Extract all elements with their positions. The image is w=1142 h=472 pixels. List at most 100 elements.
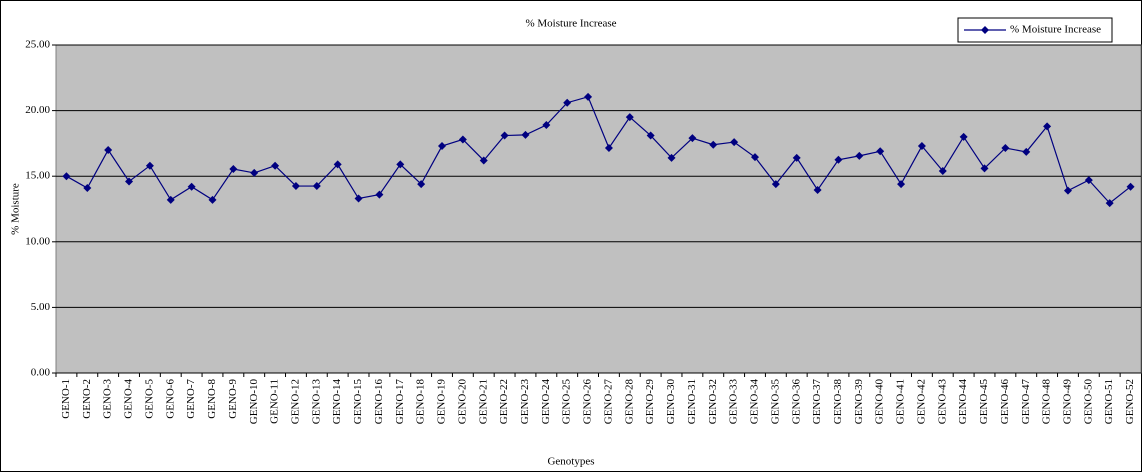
point-marker xyxy=(1022,147,1031,156)
x-tick-label: GENO-15 xyxy=(352,379,364,425)
point-marker xyxy=(938,166,947,175)
x-tick-label: GENO-30 xyxy=(665,379,677,425)
point-marker xyxy=(479,156,488,165)
x-tick-label: GENO-50 xyxy=(1082,379,1094,425)
x-tick-label: GENO-25 xyxy=(561,379,573,425)
y-tick-label: 20.00 xyxy=(25,104,50,116)
series-line xyxy=(66,96,1131,204)
x-tick-label: GENO-8 xyxy=(206,379,218,419)
legend-marker xyxy=(981,26,989,34)
point-marker xyxy=(980,164,989,173)
x-tick-label: GENO-44 xyxy=(957,379,969,425)
point-marker xyxy=(354,194,363,203)
x-tick-label: GENO-43 xyxy=(936,379,948,425)
point-marker xyxy=(145,161,154,170)
x-tick-label: GENO-39 xyxy=(853,379,865,425)
x-tick-label: GENO-23 xyxy=(519,379,531,425)
point-marker xyxy=(104,145,113,154)
x-tick-label: GENO-13 xyxy=(310,379,322,425)
point-marker xyxy=(500,131,509,140)
point-marker xyxy=(396,160,405,169)
point-marker xyxy=(750,153,759,162)
point-marker xyxy=(584,92,593,101)
x-tick-label: GENO-40 xyxy=(874,379,886,425)
x-tick-label: GENO-36 xyxy=(790,379,802,425)
x-axis-title: Genotypes xyxy=(547,456,594,468)
point-marker xyxy=(1126,182,1135,191)
x-tick-label: GENO-32 xyxy=(707,379,719,424)
point-marker xyxy=(250,168,259,177)
x-tick-label: GENO-9 xyxy=(227,379,239,419)
x-tick-label: GENO-10 xyxy=(248,379,260,425)
x-tick-label: GENO-34 xyxy=(749,379,761,425)
x-tick-label: GENO-7 xyxy=(185,379,197,419)
point-marker xyxy=(688,134,697,143)
point-marker xyxy=(166,195,175,204)
point-marker xyxy=(667,153,676,162)
point-marker xyxy=(187,182,196,191)
y-axis-title: % Moisture xyxy=(10,183,22,235)
point-marker xyxy=(771,180,780,189)
point-marker xyxy=(312,182,321,191)
x-tick-label: GENO-48 xyxy=(1041,379,1053,425)
point-marker xyxy=(1001,143,1010,152)
x-tick-label: GENO-4 xyxy=(123,379,135,419)
x-tick-label: GENO-27 xyxy=(602,379,614,425)
x-tick-label: GENO-42 xyxy=(915,379,927,424)
x-tick-label: GENO-6 xyxy=(164,379,176,419)
point-marker xyxy=(876,147,885,156)
point-marker xyxy=(62,172,71,181)
x-tick-label: GENO-11 xyxy=(269,379,281,424)
point-marker xyxy=(604,143,613,152)
x-tick-label: GENO-31 xyxy=(686,379,698,424)
x-tick-label: GENO-41 xyxy=(895,379,907,424)
x-tick-label: GENO-45 xyxy=(978,379,990,425)
legend-label: % Moisture Increase xyxy=(1010,24,1101,36)
x-tick-label: GENO-49 xyxy=(1062,379,1074,425)
point-marker xyxy=(208,195,217,204)
x-tick-label: GENO-52 xyxy=(1124,379,1136,424)
x-tick-label: GENO-2 xyxy=(81,379,93,419)
x-tick-label: GENO-20 xyxy=(456,379,468,425)
x-tick-label: GENO-19 xyxy=(436,379,448,425)
point-marker xyxy=(1043,122,1052,131)
point-marker xyxy=(125,177,134,186)
point-marker xyxy=(855,151,864,160)
x-tick-label: GENO-14 xyxy=(331,379,343,425)
point-marker xyxy=(1084,176,1093,185)
point-marker xyxy=(813,185,822,194)
point-marker xyxy=(959,132,968,141)
point-marker xyxy=(709,140,718,149)
x-tick-label: GENO-51 xyxy=(1103,379,1115,424)
x-tick-label: GENO-21 xyxy=(477,379,489,424)
point-marker xyxy=(625,113,634,122)
point-marker xyxy=(563,98,572,107)
x-tick-label: GENO-22 xyxy=(498,379,510,424)
point-marker xyxy=(458,135,467,144)
y-tick-label: 25.00 xyxy=(25,39,50,51)
point-marker xyxy=(229,164,238,173)
x-tick-label: GENO-18 xyxy=(415,379,427,425)
point-marker xyxy=(730,138,739,147)
point-marker xyxy=(897,180,906,189)
x-tick-label: GENO-47 xyxy=(1020,379,1032,425)
point-marker xyxy=(438,142,447,151)
x-tick-label: GENO-17 xyxy=(394,379,406,425)
point-marker xyxy=(1063,186,1072,195)
point-marker xyxy=(83,184,92,193)
x-tick-label: GENO-35 xyxy=(769,379,781,425)
point-marker xyxy=(291,182,300,191)
point-marker xyxy=(917,142,926,151)
point-marker xyxy=(834,155,843,164)
point-marker xyxy=(375,190,384,199)
plot-area xyxy=(55,44,1142,374)
point-marker xyxy=(521,130,530,139)
y-tick-label: 0.00 xyxy=(31,367,51,379)
x-tick-label: GENO-24 xyxy=(540,379,552,425)
point-marker xyxy=(542,121,551,130)
point-marker xyxy=(417,180,426,189)
x-tick-label: GENO-3 xyxy=(102,379,114,419)
y-tick-label: 5.00 xyxy=(31,301,51,313)
x-tick-label: GENO-16 xyxy=(373,379,385,425)
